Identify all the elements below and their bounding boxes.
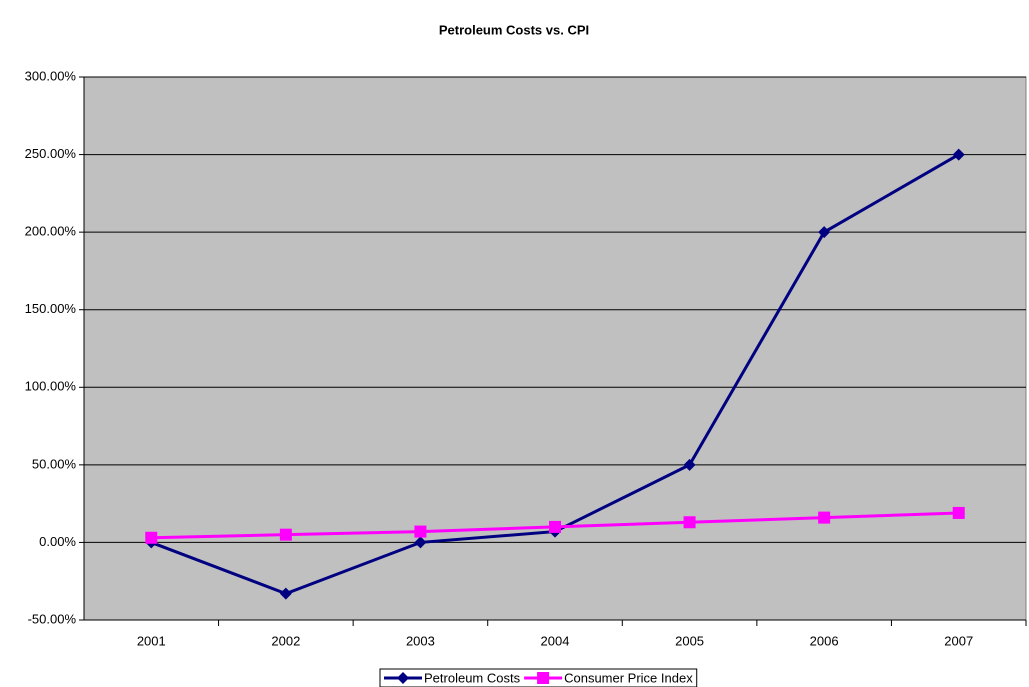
y-tick-label: 100.00% [25, 379, 77, 394]
data-point [952, 506, 965, 519]
chart-title: Petroleum Costs vs. CPI [439, 22, 589, 37]
x-tick-label: 2005 [675, 633, 704, 648]
data-point [818, 511, 831, 524]
y-tick-label: 250.00% [25, 146, 77, 161]
legend-marker [537, 672, 550, 684]
data-point [279, 587, 292, 600]
data-point [952, 148, 965, 161]
plot-area [83, 76, 1027, 621]
data-point [818, 226, 831, 239]
y-tick-label: 150.00% [25, 301, 77, 316]
x-tick-label: 2001 [137, 633, 166, 648]
x-tick-label: 2004 [541, 633, 570, 648]
data-point [414, 536, 427, 549]
data-point [279, 528, 292, 541]
y-tick-label: 50.00% [32, 456, 77, 471]
x-tick-label: 2002 [271, 633, 300, 648]
legend-label: Consumer Price Index [564, 670, 693, 685]
y-tick-label: 300.00% [25, 68, 77, 83]
y-tick-label: 200.00% [25, 224, 77, 239]
data-point [683, 458, 696, 471]
x-tick-label: 2007 [944, 633, 973, 648]
data-point [414, 525, 427, 538]
legend-label: Petroleum Costs [424, 670, 521, 685]
y-tick-label: 0.00% [39, 534, 76, 549]
x-tick-label: 2003 [406, 633, 435, 648]
x-tick-label: 2006 [810, 633, 839, 648]
y-tick-label: -50.00% [28, 611, 77, 626]
legend-marker [397, 672, 409, 684]
data-point [145, 531, 158, 544]
data-point [549, 520, 561, 533]
data-point [683, 516, 696, 529]
